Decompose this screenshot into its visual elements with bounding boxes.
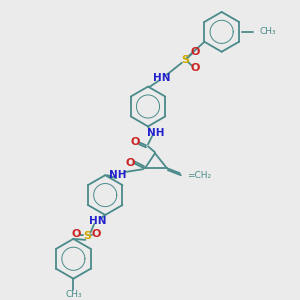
Text: HN: HN (88, 216, 106, 226)
Text: CH₃: CH₃ (65, 290, 82, 299)
Text: =CH₂: =CH₂ (187, 171, 211, 180)
Text: O: O (125, 158, 135, 168)
Text: O: O (72, 229, 81, 239)
Text: S: S (181, 55, 189, 65)
Text: S: S (83, 231, 91, 241)
Text: O: O (190, 63, 200, 73)
Text: NH: NH (147, 128, 165, 138)
Text: O: O (190, 47, 200, 57)
Text: O: O (92, 229, 101, 239)
Text: HN: HN (153, 73, 171, 82)
Text: NH: NH (110, 170, 127, 180)
Text: CH₃: CH₃ (260, 27, 276, 36)
Text: O: O (130, 137, 140, 147)
